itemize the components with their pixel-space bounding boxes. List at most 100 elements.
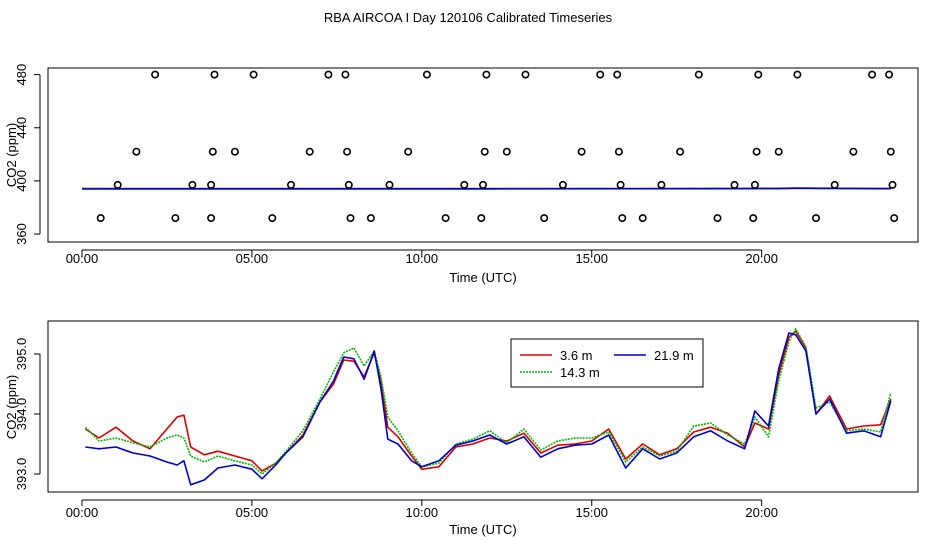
calibration-point — [793, 70, 802, 79]
x-tick-label: 00:00 — [66, 505, 99, 520]
calibration-panel: 00:00 05:00 10:00 15:00 20:00 360 400 440 480 Ti… — [4, 64, 919, 285]
legend-label-21.9m: 21.9 m — [654, 348, 694, 363]
calibration-point — [885, 70, 894, 79]
figure-title: RBA AIRCOA I Day 120106 Calibrated Times… — [324, 10, 613, 25]
calibration-point — [774, 147, 783, 156]
calibration-point — [249, 70, 258, 79]
plot-frame — [47, 320, 919, 493]
calibration-point — [404, 147, 413, 156]
x-axis-label: Time (UTC) — [449, 270, 516, 285]
timeseries-panel: 00:00 05:00 10:00 15:00 20:00 393.0 394.0 395.0… — [4, 320, 919, 537]
calibration-point — [849, 147, 858, 156]
calibration-point — [286, 180, 295, 189]
calibration-point — [890, 214, 899, 223]
calibration-point — [480, 147, 489, 156]
x-tick-label: 05:00 — [236, 505, 269, 520]
calibration-point — [341, 70, 350, 79]
x-tick-label: 10:00 — [406, 251, 439, 266]
y-tick-label: 400 — [14, 170, 29, 192]
axis-ticks: 00:00 05:00 10:00 15:00 20:00 393.0 394.0 395.0 — [14, 338, 778, 520]
legend-label-3.6m: 3.6 m — [560, 348, 593, 363]
y-tick-label: 395.0 — [14, 338, 29, 371]
x-tick-label: 05:00 — [236, 251, 269, 266]
calibration-point — [188, 180, 197, 189]
legend: 3.6 m 14.3 m 21.9 m — [510, 338, 704, 388]
x-tick-label: 15:00 — [575, 505, 608, 520]
legend-label-14.3m: 14.3 m — [560, 365, 600, 380]
calibration-point — [230, 147, 239, 156]
calibration-point — [210, 70, 219, 79]
axis-ticks: 00:00 05:00 10:00 15:00 20:00 360 400 440 480 — [14, 64, 778, 266]
calibration-point — [638, 214, 647, 223]
calibration-point — [618, 214, 627, 223]
calibration-point — [385, 180, 394, 189]
x-tick-label: 00:00 — [66, 251, 99, 266]
calibration-point — [613, 70, 622, 79]
calibration-point — [343, 147, 352, 156]
calibration-point — [324, 70, 333, 79]
calibration-point — [460, 180, 469, 189]
calibration-point — [888, 180, 897, 189]
calibration-point — [886, 147, 895, 156]
calibration-point — [502, 147, 511, 156]
calibration-point — [151, 70, 160, 79]
y-axis-label: CO2 (ppm) — [4, 123, 19, 187]
y-tick-label: 394.0 — [14, 398, 29, 431]
calibration-point — [521, 70, 530, 79]
calibration-point — [207, 214, 216, 223]
calibration-point — [558, 180, 567, 189]
calibration-point — [616, 180, 625, 189]
y-tick-label: 480 — [14, 64, 29, 86]
calibration-point — [478, 180, 487, 189]
calibration-point — [577, 147, 586, 156]
calibration-point — [305, 147, 314, 156]
series-line-14.3m — [84, 327, 892, 475]
y-tick-label: 360 — [14, 223, 29, 245]
calibration-point — [614, 147, 623, 156]
calibration-point — [482, 70, 491, 79]
calibration-point — [657, 180, 666, 189]
calibration-point — [207, 180, 216, 189]
calibration-point — [96, 214, 105, 223]
y-tick-label: 440 — [14, 117, 29, 139]
calibration-point — [366, 214, 375, 223]
series-line-21.9m — [85, 332, 892, 486]
calibration-points — [96, 70, 899, 223]
calibration-point — [750, 180, 759, 189]
y-axis-label: CO2 (ppm) — [4, 375, 19, 439]
calibration-point — [113, 180, 122, 189]
calibration-point — [171, 214, 180, 223]
calibration-point — [752, 147, 761, 156]
legend-box — [510, 338, 704, 388]
calibration-point — [676, 147, 685, 156]
calibration-point — [868, 70, 877, 79]
calibration-point — [830, 180, 839, 189]
y-tick-label: 393.0 — [14, 458, 29, 491]
series-group — [84, 327, 892, 486]
calibration-point — [422, 70, 431, 79]
calibration-point — [346, 214, 355, 223]
calibration-point — [268, 214, 277, 223]
x-tick-label: 10:00 — [406, 505, 439, 520]
x-tick-label: 20:00 — [745, 505, 778, 520]
calibration-point — [694, 70, 703, 79]
series-line-21.9m — [82, 187, 891, 190]
x-tick-label: 15:00 — [575, 251, 608, 266]
calibration-point — [749, 214, 758, 223]
calibration-point — [713, 214, 722, 223]
series-group — [81, 187, 891, 190]
calibration-point — [754, 70, 763, 79]
calibration-point — [344, 180, 353, 189]
calibration-point — [441, 214, 450, 223]
calibration-point — [477, 214, 486, 223]
x-tick-label: 20:00 — [745, 251, 778, 266]
x-axis-label: Time (UTC) — [449, 522, 516, 537]
series-line-3.6m — [84, 330, 892, 472]
calibration-point — [596, 70, 605, 79]
calibration-point — [730, 180, 739, 189]
plot-frame — [47, 67, 919, 243]
calibration-point — [208, 147, 217, 156]
calibration-point — [132, 147, 141, 156]
calibration-point — [540, 214, 549, 223]
